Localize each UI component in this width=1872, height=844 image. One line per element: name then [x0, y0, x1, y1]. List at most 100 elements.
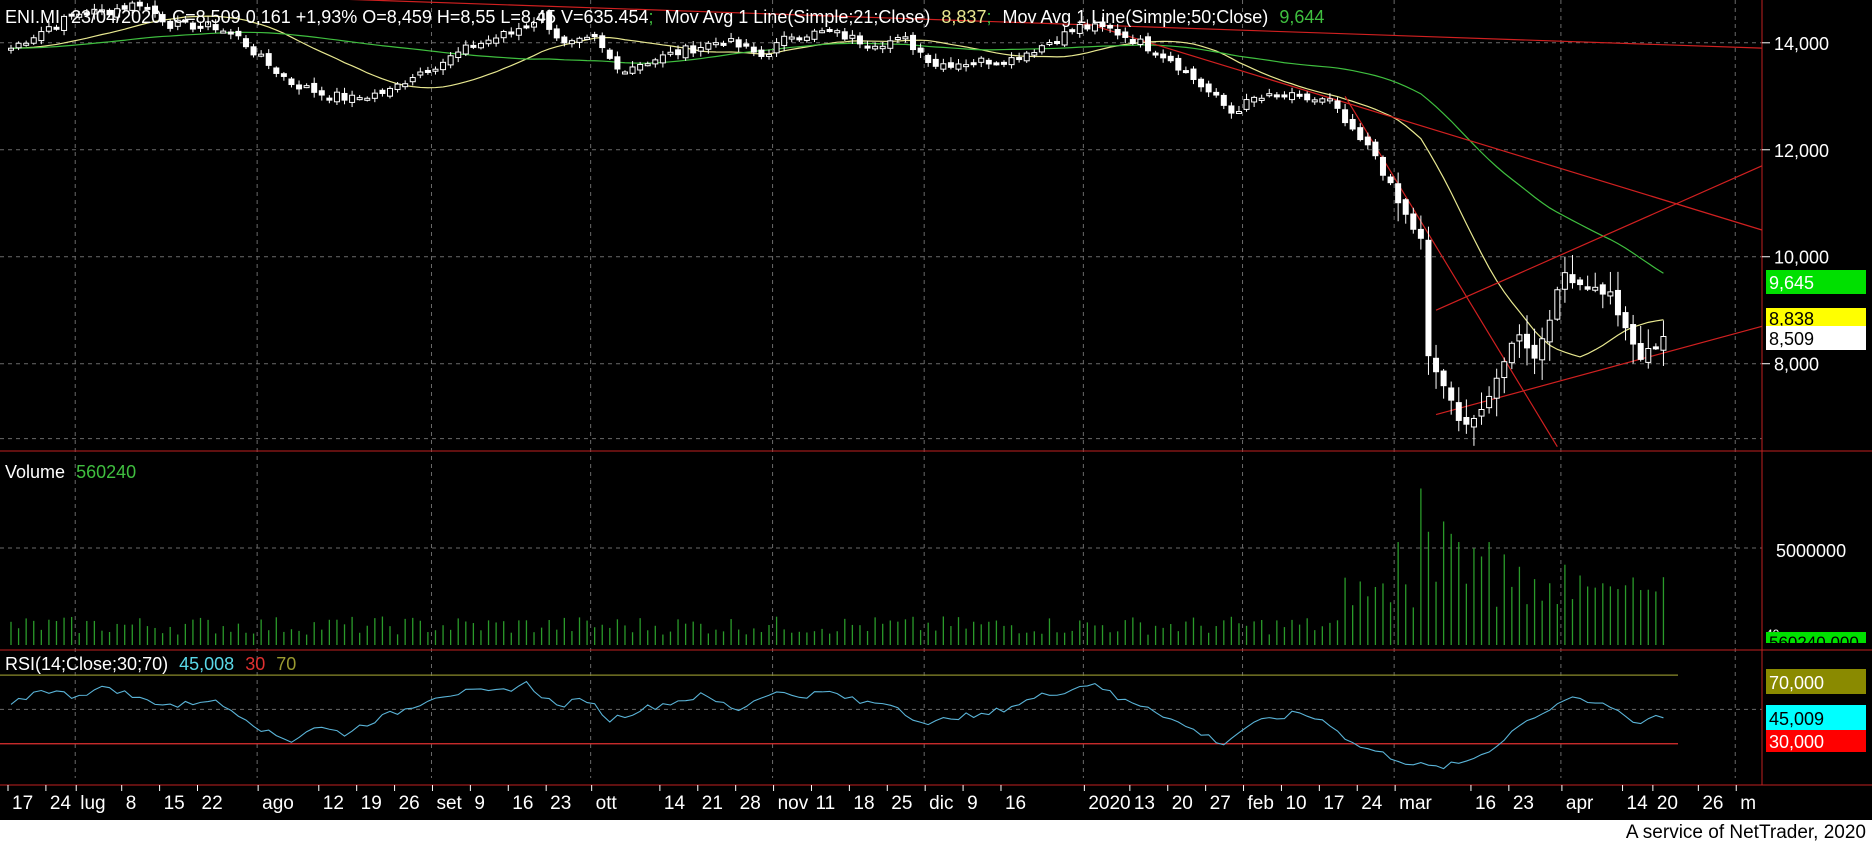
candle-body	[652, 59, 659, 65]
candle-body	[53, 26, 60, 30]
candle-body	[773, 42, 780, 54]
candle-body	[1486, 395, 1493, 409]
candle-body	[205, 21, 212, 28]
candle-body	[394, 83, 401, 91]
candle-body	[349, 94, 356, 103]
candle-body	[1023, 52, 1030, 62]
candle-body	[917, 47, 924, 53]
candle-body	[750, 46, 757, 53]
candle-body	[712, 42, 719, 46]
rsi-high: 70	[276, 654, 296, 674]
x-tick-label: 17	[1323, 793, 1344, 814]
x-tick-label: 2020	[1088, 793, 1130, 814]
candle-body	[1228, 105, 1235, 114]
candle-body	[455, 51, 462, 59]
frame-layer	[0, 0, 1872, 786]
candle-body	[910, 34, 917, 51]
candle-body	[985, 59, 992, 65]
candle-body	[356, 97, 363, 101]
candle-body	[1372, 141, 1379, 157]
candle-body	[1122, 31, 1129, 38]
header-date: 23/04/2020	[71, 7, 161, 27]
candle-body	[788, 36, 795, 40]
ma21-line	[10, 15, 1664, 358]
candle-body	[15, 42, 22, 49]
candle-body	[98, 9, 105, 13]
candle-body	[584, 36, 591, 40]
candle-body	[606, 49, 613, 59]
badge-close: 8,509	[1769, 329, 1814, 349]
volume-value: 560240	[76, 462, 136, 482]
x-tick-label: 14	[664, 793, 686, 814]
header-sep-2: ;	[986, 7, 991, 27]
x-tick-label: 8	[126, 793, 137, 814]
grid-layer	[0, 0, 1762, 778]
candle-body	[796, 37, 803, 41]
x-tick-label: ago	[262, 793, 294, 814]
candle-body	[1357, 127, 1364, 141]
candle-body	[887, 40, 894, 49]
candle-body	[970, 62, 977, 66]
candle-body	[1251, 96, 1258, 103]
candle-body	[1342, 109, 1349, 124]
candle-body	[1076, 23, 1083, 34]
candle-body	[932, 58, 939, 67]
rsi-layer	[0, 674, 1678, 770]
candle-body	[1190, 68, 1197, 80]
trendline	[349, 0, 1763, 49]
candle-body	[659, 54, 666, 64]
x-tick-label: m	[1740, 793, 1756, 814]
candle-body	[834, 30, 841, 34]
x-tick-label: 20	[1172, 793, 1193, 814]
candle-body	[1417, 228, 1424, 239]
chart-area: ENI.MI 23/04/2020 C=8,509 0,161 +1,93% O…	[0, 0, 1872, 820]
candle-body	[1198, 78, 1205, 88]
candle-body	[978, 57, 985, 63]
candle-body	[235, 30, 242, 37]
candle-body	[91, 8, 98, 15]
badge-rsi-high: 70,000	[1769, 673, 1824, 693]
candle-body	[121, 5, 128, 10]
badge-ma50-bg	[1766, 270, 1866, 294]
volume-tick-label: 5000000	[1776, 541, 1846, 561]
candle-body	[1607, 291, 1614, 297]
candle-body	[1304, 93, 1311, 101]
x-tick-label: 26	[399, 793, 420, 814]
header-ma50-label: Mov Avg 1 Line(Simple;50;Close)	[1002, 7, 1268, 27]
candle-body	[1054, 41, 1061, 45]
candle-body	[242, 38, 249, 48]
candle-body	[212, 24, 219, 31]
candle-body	[1531, 344, 1538, 359]
candle-body	[61, 15, 68, 31]
candle-body	[766, 53, 772, 57]
candle-body	[1569, 274, 1576, 284]
candle-body	[30, 37, 37, 44]
candle-body	[1539, 338, 1546, 361]
candle-body	[1220, 94, 1227, 106]
candle-body	[508, 31, 515, 35]
candle-body	[432, 68, 439, 72]
candle-body	[364, 97, 371, 101]
candle-body	[629, 66, 636, 74]
x-tick-label: lug	[80, 793, 105, 814]
rsi-value: 45,008	[179, 654, 234, 674]
candle-body	[288, 78, 295, 86]
candle-body	[1008, 57, 1015, 66]
candle-body	[963, 64, 970, 68]
candle-body	[227, 31, 234, 35]
candle-body	[1038, 45, 1045, 53]
candle-body	[1546, 319, 1553, 343]
ma50-line	[10, 31, 1664, 274]
candle-body	[189, 22, 196, 30]
x-tick-label: 10	[1285, 793, 1306, 814]
candle-body	[1524, 333, 1530, 349]
candle-body	[462, 44, 469, 55]
candle-body	[250, 46, 257, 56]
candle-body	[1289, 92, 1296, 101]
candle-body	[311, 82, 318, 93]
candle-body	[1425, 239, 1432, 357]
candle-body	[470, 44, 477, 48]
volume-title: Volume 560240	[5, 462, 136, 482]
candle-body	[705, 42, 712, 50]
candle-body	[1470, 417, 1477, 428]
